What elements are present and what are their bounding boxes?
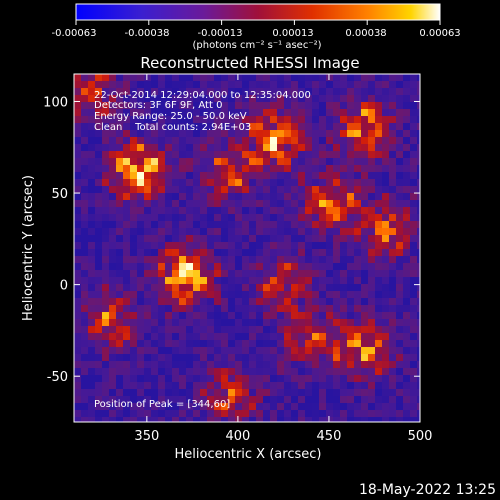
axis-ticks: 350 400 450 500 -50 0 50 100 xyxy=(43,74,432,444)
colorbar-tick-label: -0.00038 xyxy=(125,28,170,39)
annotation-detectors: Detectors: 3F 6F 9F, Att 0 xyxy=(94,100,222,111)
annotation-total-counts: Clean Total counts: 2.94E+03 xyxy=(94,122,251,133)
colorbar-tick-label: 0.00038 xyxy=(345,28,386,39)
x-tick-label: 500 xyxy=(408,429,433,444)
colorbar xyxy=(75,3,441,21)
peak-position-label: Position of Peak = [344,60] xyxy=(94,399,230,410)
chart-title: Reconstructed RHESSI Image xyxy=(140,54,359,72)
y-tick-label: 50 xyxy=(51,187,68,202)
x-axis-label: Heliocentric X (arcsec) xyxy=(175,447,322,462)
x-tick-label: 400 xyxy=(225,429,250,444)
y-axis-label: Heliocentric Y (arcsec) xyxy=(21,175,36,321)
heatmap-image xyxy=(74,74,420,422)
annotation-time-range: 22-Oct-2014 12:29:04.000 to 12:35:04.000 xyxy=(94,90,311,101)
colorbar-ticks xyxy=(75,20,441,25)
colorbar-tick-label: 0.00013 xyxy=(272,28,313,39)
annotation-energy-range: Energy Range: 25.0 - 50.0 keV xyxy=(94,111,247,122)
colorbar-tick-label: -0.00063 xyxy=(52,28,97,39)
colorbar-tick-label: -0.00013 xyxy=(198,28,243,39)
x-tick-label: 450 xyxy=(317,429,342,444)
colorbar-tick-label: 0.00063 xyxy=(419,28,460,39)
y-tick-label: 100 xyxy=(43,95,68,110)
y-tick-label: 0 xyxy=(60,279,68,294)
colorbar-unit-label: (photons cm⁻² s⁻¹ asec⁻²) xyxy=(192,40,321,51)
x-tick-label: 350 xyxy=(134,429,159,444)
timestamp-footer: 18-May-2022 13:25 xyxy=(358,482,496,498)
y-tick-label: -50 xyxy=(47,370,68,385)
plot-frame xyxy=(73,73,421,423)
